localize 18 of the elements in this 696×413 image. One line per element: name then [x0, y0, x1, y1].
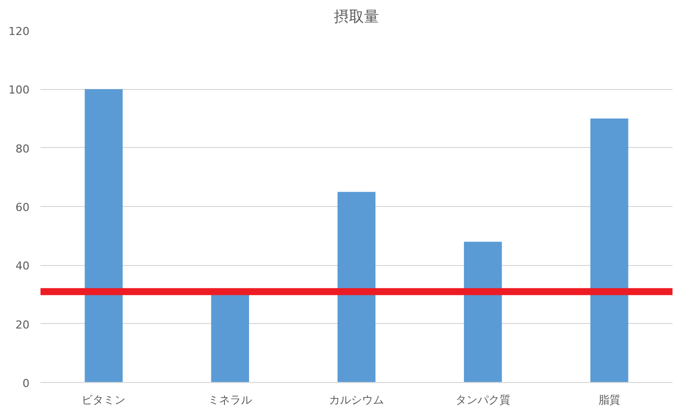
y-tick-label: 80 — [16, 142, 30, 156]
y-tick-label: 40 — [16, 260, 30, 273]
x-tick-label: タンパク質 — [455, 394, 510, 406]
bar — [464, 242, 502, 382]
y-tick-label: 120 — [8, 25, 30, 38]
y-tick-label: 0 — [22, 377, 30, 390]
bar — [84, 89, 123, 382]
bar — [211, 294, 250, 382]
y-tick-label: 60 — [16, 201, 30, 214]
x-tick-label: カルシウム — [329, 394, 384, 406]
bar — [590, 118, 628, 382]
bar — [338, 192, 376, 382]
x-tick-label: 脂質 — [598, 394, 620, 406]
y-tick-label: 20 — [16, 318, 30, 332]
y-tick-label: 100 — [8, 84, 30, 97]
x-tick-label: ビタミン — [82, 394, 126, 406]
x-tick-label: ミネラル — [208, 394, 252, 406]
chart-title: 摂取量 — [334, 8, 379, 26]
